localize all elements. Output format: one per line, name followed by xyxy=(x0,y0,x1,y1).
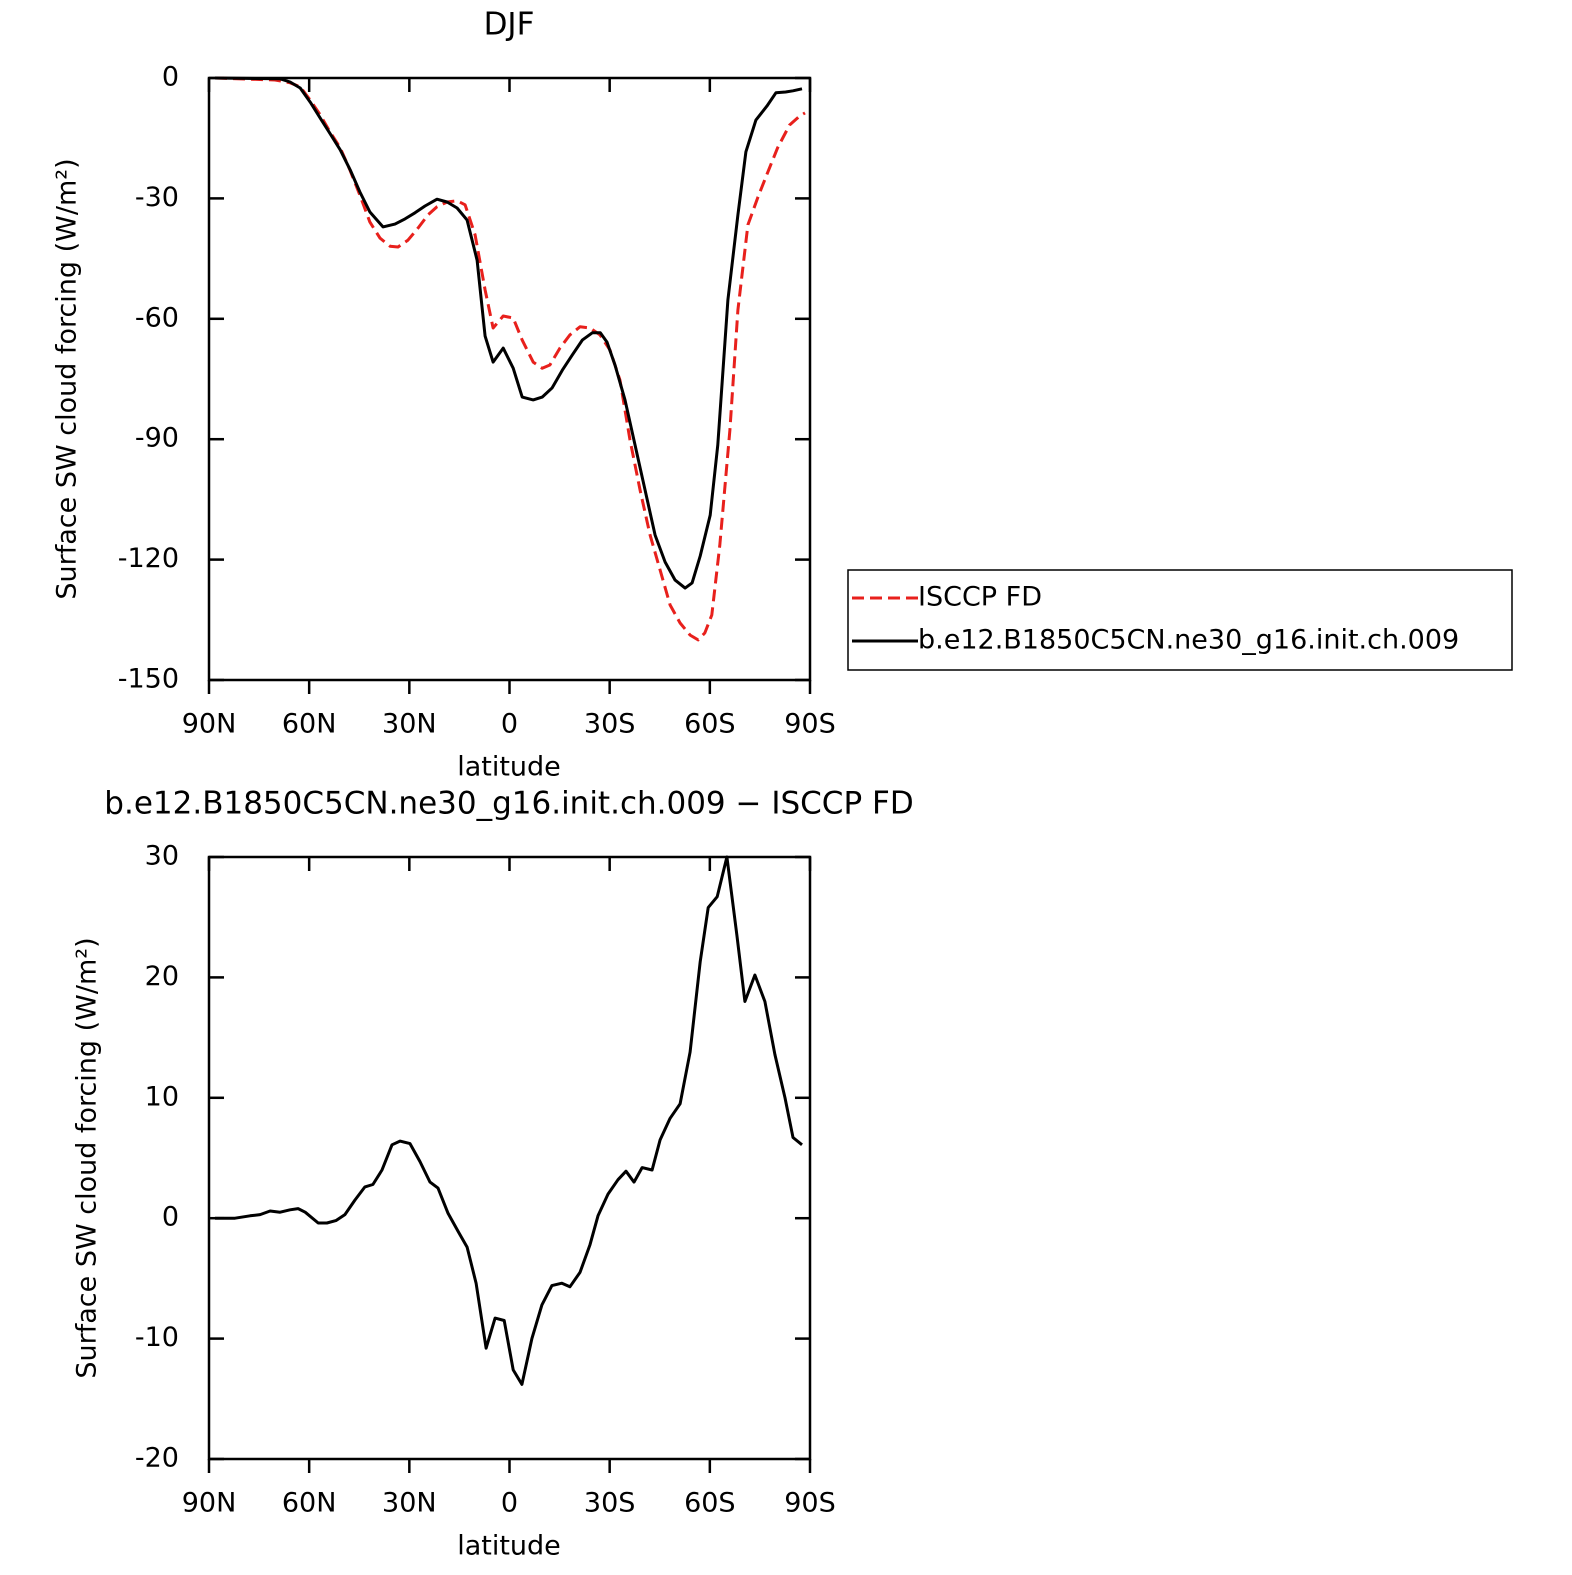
y-tick-label: 30 xyxy=(145,841,179,872)
x-tick-label: 90S xyxy=(784,709,836,740)
line-series xyxy=(214,76,803,590)
x-tick-label: 30N xyxy=(382,1488,437,1519)
y-tick-label: 0 xyxy=(162,62,179,93)
y-tick-label: -150 xyxy=(118,664,179,695)
x-tick-label: 90N xyxy=(182,709,237,740)
x-tick-label: 90N xyxy=(182,1488,237,1519)
x-tick-label: 0 xyxy=(501,709,518,740)
x-tick-label: 30S xyxy=(584,1488,636,1519)
x-tick-label: 60N xyxy=(282,709,337,740)
x-tick-label: 30S xyxy=(584,709,636,740)
x-tick-label: 30N xyxy=(382,709,437,740)
x-tick-label: 60N xyxy=(282,1488,337,1519)
y-tick-label: 0 xyxy=(162,1202,179,1233)
plot-frame xyxy=(207,855,812,1461)
y-tick-label: 20 xyxy=(145,961,179,992)
x-axis-label: latitude xyxy=(457,752,561,783)
y-tick-label: -60 xyxy=(135,302,179,333)
x-tick-label: 60S xyxy=(684,709,736,740)
legend-box xyxy=(847,569,1513,671)
y-tick-label: -120 xyxy=(118,543,179,574)
plot-frame xyxy=(207,76,812,682)
y-tick-label: -90 xyxy=(135,423,179,454)
legend-label: ISCCP FD xyxy=(918,582,1042,613)
y-tick-label: -10 xyxy=(135,1322,179,1353)
y-axis-label: Surface SW cloud forcing (W/m²) xyxy=(52,158,83,599)
chart-title: b.e12.B1850C5CN.ne30_g16.init.ch.009 − I… xyxy=(104,786,913,822)
x-axis-label: latitude xyxy=(457,1531,561,1562)
y-tick-label: -30 xyxy=(135,182,179,213)
x-tick-label: 0 xyxy=(501,1488,518,1519)
line-series xyxy=(215,855,803,1386)
x-tick-label: 90S xyxy=(784,1488,836,1519)
line-series xyxy=(214,76,806,642)
chart-title: DJF xyxy=(484,7,535,43)
y-tick-label: 10 xyxy=(145,1081,179,1112)
y-tick-label: -20 xyxy=(135,1443,179,1474)
x-tick-label: 60S xyxy=(684,1488,736,1519)
y-axis-label: Surface SW cloud forcing (W/m²) xyxy=(72,937,103,1378)
legend-label: b.e12.B1850C5CN.ne30_g16.init.ch.009 xyxy=(918,625,1459,656)
